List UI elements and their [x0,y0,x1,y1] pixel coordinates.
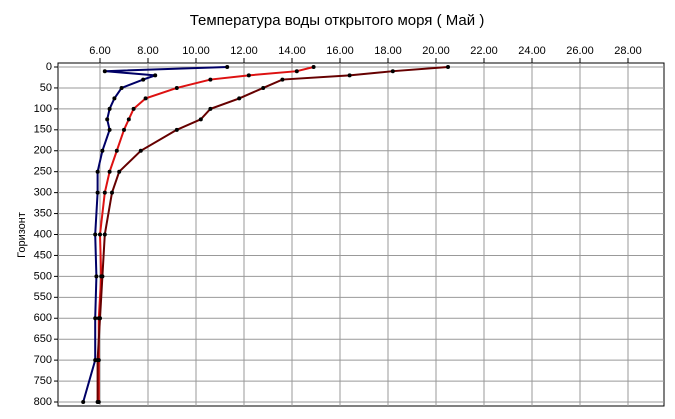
point [100,148,105,153]
point [98,316,102,321]
point [225,65,230,69]
point [280,77,285,82]
point [107,127,112,132]
y-tick-label: 650 [34,333,52,345]
point [153,73,158,78]
point [100,274,105,279]
point [93,232,98,237]
point [105,117,110,122]
point [98,232,102,237]
point [110,190,114,195]
point [122,127,126,132]
x-tick-label: 22.00 [470,45,498,57]
point [102,232,107,237]
point [311,65,316,69]
point [208,106,213,111]
y-tick-label: 50 [40,82,52,94]
x-tick-label: 28.00 [614,45,642,57]
x-tick-label: 20.00 [422,45,450,57]
point [143,96,148,101]
point [174,127,179,132]
point [126,117,131,122]
y-tick-label: 800 [34,396,52,408]
y-tick-label: 300 [34,187,52,199]
y-tick-label: 750 [34,375,52,387]
point [198,117,203,122]
point [112,96,117,101]
point [95,358,100,363]
x-tick-label: 10.00 [182,45,210,57]
y-tick-label: 350 [34,207,52,219]
x-tick-label: 6.00 [89,45,110,57]
point [446,65,450,69]
point [95,190,100,195]
y-tick-label: 250 [34,166,52,178]
point [107,106,112,111]
point [246,73,251,78]
x-tick-label: 24.00 [518,45,546,57]
y-tick-label: 600 [34,312,52,324]
point [95,169,100,174]
y-tick-label: 700 [34,354,52,366]
x-tick-label: 8.00 [137,45,158,57]
y-tick-label: 0 [46,61,52,73]
point [114,148,119,153]
point [294,69,299,74]
point [237,96,242,101]
point [107,169,112,174]
x-tick-label: 26.00 [566,45,594,57]
x-tick-label: 14.00 [278,45,306,57]
point [261,85,266,90]
point [94,274,99,279]
y-tick-label: 200 [34,145,52,157]
point [347,73,352,78]
y-tick-label: 400 [34,228,52,240]
point [81,400,86,404]
point [131,106,136,111]
chart-title: Температура воды открытого моря ( Май ) [190,12,485,29]
y-axis-label: Горизонт [16,212,28,258]
y-tick-label: 550 [34,291,52,303]
y-tick-label: 450 [34,249,52,261]
x-tick-label: 18.00 [374,45,402,57]
point [208,77,213,82]
point [390,69,395,74]
x-tick-label: 16.00 [326,45,354,57]
y-tick-label: 150 [34,124,52,136]
point [119,85,124,90]
point [102,190,107,195]
point [102,69,107,74]
x-tick-label: 12.00 [230,45,258,57]
point [138,148,143,153]
point [93,316,98,321]
y-tick-label: 100 [34,103,52,115]
point [95,400,100,404]
point [117,169,122,174]
y-tick-label: 500 [34,270,52,282]
point [141,77,146,82]
point [174,85,179,90]
